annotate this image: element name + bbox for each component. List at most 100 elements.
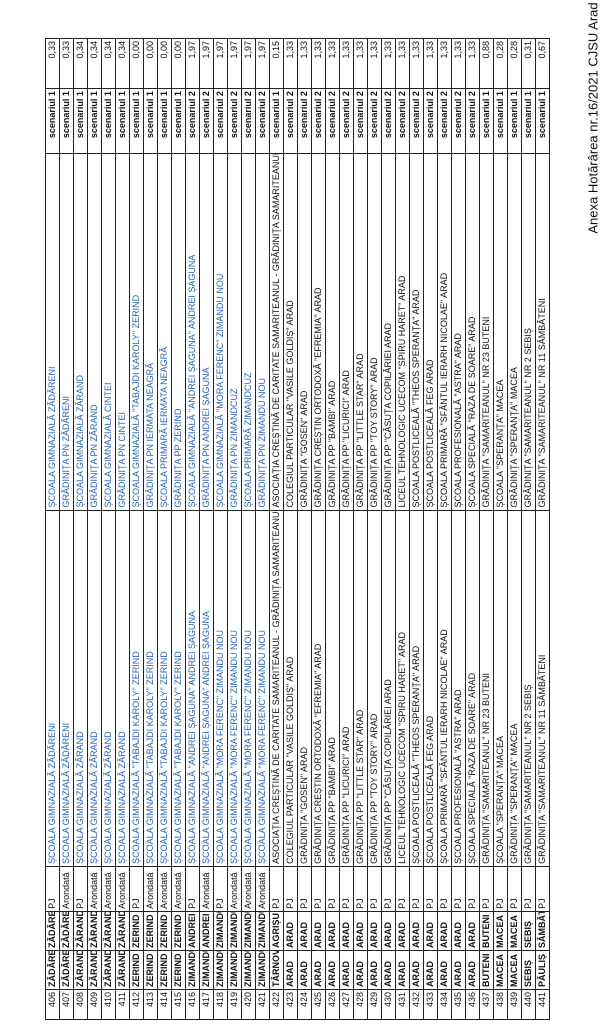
locality-cell: ARAD [367, 950, 382, 990]
unit-type-cell: Arondată [87, 866, 102, 912]
incidence-value-cell: 1,97 [199, 38, 214, 89]
unit-name-cell: ȘCOALA GIMNAZIALĂ "TABAJDI KAROLY" ZERIN… [129, 153, 144, 511]
unit-name-cell: GRĂDINIȚA PP "BAMBI" ARAD [325, 153, 340, 511]
sublocality-cell: ARAD [311, 911, 326, 951]
sublocality-cell: ZERIND [171, 911, 186, 951]
scenario-cell: scenariul 2 [451, 88, 466, 154]
unit-type-cell: PJ [535, 866, 550, 912]
incidence-value-cell: 1,97 [185, 38, 200, 89]
unit-name-cell: GRĂDINIȚA "SAMARITEANUL" NR 2 SEBIȘ [521, 153, 536, 511]
parent-unit-cell: GRĂDINIȚA PP "CĂSUȚA COPILĂRIEI ARAD [381, 510, 396, 867]
table-row: 425 ARAD ARAD PJ GRĂDINIȚA CREȘTIN ORTODOXĂ … [311, 38, 326, 1020]
unit-type-cell: Arondată [241, 866, 256, 912]
incidence-value-cell: 1,97 [227, 38, 242, 89]
unit-name-cell: GRĂDINIȚA PN CINTEI [115, 153, 130, 511]
row-number: 420 [241, 989, 256, 1020]
row-number: 422 [269, 989, 284, 1020]
locality-cell: ZERIND [129, 950, 144, 990]
table-row: 415 ZERIND ZERIND Arondată ȘCOALA GIMNAZIALĂ… [171, 38, 186, 1020]
locality-cell: ZĂRAND [115, 950, 130, 990]
table-row: 435 ARAD ARAD PJ ȘCOALA PROFESIONALĂ "ASTRA"… [451, 38, 466, 1020]
parent-unit-cell: ȘCOALA GIMNAZIALĂ "TABAJDI KAROLY" ZERIN… [143, 510, 158, 867]
row-number: 440 [521, 989, 536, 1020]
schools-scenario-table: 406 ZĂDĂRENI ZĂDĂRENI PJ ȘCOALA GIMNAZIALĂ Z… [45, 38, 550, 1020]
row-number: 415 [171, 989, 186, 1020]
incidence-value-cell: 0,33 [45, 38, 60, 89]
sublocality-cell: ZIMANDU NOU [227, 911, 242, 951]
incidence-value-cell: 0,33 [59, 38, 74, 89]
sublocality-cell: ZĂDĂRENI [45, 911, 60, 951]
scenario-cell: scenariul 2 [199, 88, 214, 154]
unit-type-cell: PJ [73, 866, 88, 912]
header-title: Anexa Hotărârea nr.16/2021 CJSU Arad [585, 2, 601, 234]
scenario-cell: scenariul 1 [143, 88, 158, 154]
incidence-value-cell: 0,00 [143, 38, 158, 89]
incidence-value-cell: 0,28 [507, 38, 522, 89]
unit-name-cell: GRĂDINIȚA PP "CĂSUȚA COPILĂRIEI ARAD [381, 153, 396, 511]
incidence-value-cell: 1,33 [465, 38, 480, 89]
unit-name-cell: ȘCOALA GIMNAZIALĂ ZĂDĂRENI [45, 153, 60, 511]
row-number: 427 [339, 989, 354, 1020]
scenario-cell: scenariul 1 [101, 88, 116, 154]
unit-name-cell: GRĂDINIȚA "SPERANȚA" MACEA [507, 153, 522, 511]
row-number: 421 [255, 989, 270, 1020]
table-row: 430 ARAD ARAD PJ GRĂDINIȚA PP "CĂSUȚA COPILĂ… [381, 38, 396, 1020]
unit-name-cell: GRĂDINIȚA "SAMARITEANUL" NR 11 SÂMBĂTENI [535, 153, 550, 511]
unit-name-cell: ȘCOALA "SPERANȚA" MACEA [493, 153, 508, 511]
sublocality-cell: ZIMANDU NOU [213, 911, 228, 951]
row-number: 426 [325, 989, 340, 1020]
sublocality-cell: ARAD [339, 911, 354, 951]
sublocality-cell: ARAD [297, 911, 312, 951]
locality-cell: ZĂDĂRENI [59, 950, 74, 990]
row-number: 409 [87, 989, 102, 1020]
unit-name-cell: ȘCOALA GIMNAZIALĂ CINTEI [101, 153, 116, 511]
locality-cell: TÂRNOVA [269, 950, 284, 990]
table-row: 431 ARAD ARAD PJ LICEUL TEHNOLOGIC UCECOM "S… [395, 38, 410, 1020]
incidence-value-cell: 1,33 [423, 38, 438, 89]
row-number: 432 [409, 989, 424, 1020]
row-number: 429 [367, 989, 382, 1020]
unit-name-cell: GRĂDINIȚA PN IERMATA NEAGRĂ [143, 153, 158, 511]
unit-name-cell: ASOCIAȚIA CREȘTINĂ DE CARITATE SAMARITEA… [269, 153, 284, 511]
row-number: 431 [395, 989, 410, 1020]
row-number: 441 [535, 989, 550, 1020]
incidence-value-cell: 1,33 [325, 38, 340, 89]
unit-name-cell: ȘCOALA GIMNAZIALĂ "MORA FERENC" ZIMANDU … [213, 153, 228, 511]
table-row: 424 ARAD ARAD PJ GRĂDINIȚA "GOSEN" ARAD GRĂDI… [297, 38, 312, 1020]
sublocality-cell: ZĂRAND [101, 911, 116, 951]
unit-type-cell: Arondată [255, 866, 270, 912]
row-number: 411 [115, 989, 130, 1020]
locality-cell: ZIMANDU NOU [241, 950, 256, 990]
scenario-cell: scenariul 1 [59, 88, 74, 154]
sublocality-cell: ARAD [325, 911, 340, 951]
row-number: 435 [451, 989, 466, 1020]
locality-cell: ARAD [423, 950, 438, 990]
unit-name-cell: GRĂDINIȚA PN ZĂRAND [87, 153, 102, 511]
unit-type-cell: PJ [437, 866, 452, 912]
parent-unit-cell: ȘCOALA GIMNAZIALĂ "MORA FERENC" ZIMANDU … [213, 510, 228, 867]
unit-type-cell: PJ [283, 866, 298, 912]
unit-name-cell: ȘCOALA PROFESIONALĂ "ASTRA" ARAD [451, 153, 466, 511]
scenario-cell: scenariul 1 [479, 88, 494, 154]
locality-cell: ARAD [311, 950, 326, 990]
parent-unit-cell: ȘCOALA GIMNAZIALĂ "MORA FERENC" ZIMANDU … [227, 510, 242, 867]
table-row: 418 ZIMANDU NOU ZIMANDU NOU PJ ȘCOALA GIMNAZ… [213, 38, 228, 1020]
parent-unit-cell: ȘCOALA GIMNAZIALĂ "ANDREI ȘAGUNA" ANDREI… [185, 510, 200, 867]
incidence-value-cell: 0,00 [129, 38, 144, 89]
scenario-cell: scenariul 1 [535, 88, 550, 154]
row-number: 438 [493, 989, 508, 1020]
unit-type-cell: PJ [213, 866, 228, 912]
table-row: 420 ZIMANDU NOU ZIMANDU NOU Arondată ȘCOALA … [241, 38, 256, 1020]
row-number: 425 [311, 989, 326, 1020]
locality-cell: ARAD [325, 950, 340, 990]
incidence-value-cell: 1,33 [283, 38, 298, 89]
parent-unit-cell: GRĂDINIȚA "GOSEN" ARAD [297, 510, 312, 867]
unit-type-cell: PJ [297, 866, 312, 912]
incidence-value-cell: 1,33 [297, 38, 312, 89]
sublocality-cell: ZĂRAND [87, 911, 102, 951]
parent-unit-cell: ȘCOALA PRIMARĂ "SFÂNTUL IERARH NICOLAE" … [437, 510, 452, 867]
locality-cell: ZERIND [171, 950, 186, 990]
parent-unit-cell: ȘCOALA GIMNAZIALĂ "TABAJDI KAROLY" ZERIN… [171, 510, 186, 867]
sublocality-cell: ANDREI ȘAGUNA [199, 911, 214, 951]
unit-type-cell: PJ [395, 866, 410, 912]
